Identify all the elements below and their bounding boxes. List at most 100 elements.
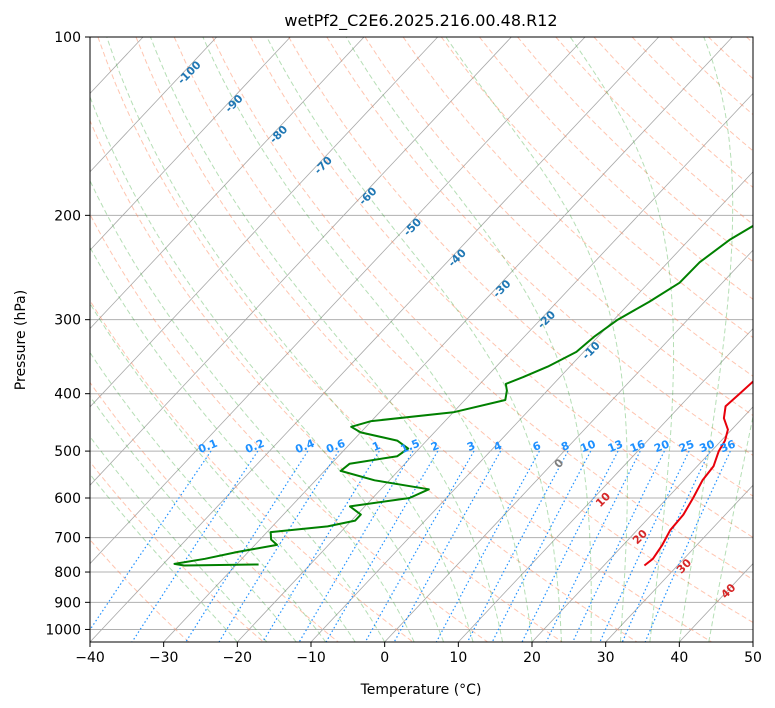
moist-adiabat-line [90,395,297,642]
x-tick-label: −20 [223,650,253,666]
y-tick-label: 600 [54,491,81,507]
skew-isotherm-line [605,484,753,642]
moist-adiabat-line [90,179,415,642]
dry-adiabat-line [402,37,753,377]
mixing-ratio-label: 10 [578,437,597,455]
dry-adiabat-line [211,37,753,581]
mixing-ratio-label: 0.6 [324,437,347,456]
moist-adiabat-line [202,37,533,642]
y-axis-title: Pressure (hPa) [13,290,29,390]
moist-adiabat-line [90,95,445,642]
mixing-ratio-label: 13 [606,438,625,456]
isotherm-label: -50 [401,215,424,238]
mixing-ratio-label: 30 [698,437,717,455]
moist-adiabat-line [106,37,474,642]
dry-adiabat-line [555,37,753,225]
moist-adiabat-line [678,37,734,642]
dewpoint-profile-line [173,224,753,567]
dry-adiabat-line [90,461,264,642]
y-tick-label: 200 [54,208,81,224]
skew-isotherm-line [90,37,217,173]
background-lines [90,37,753,642]
y-tick-label: 700 [54,531,81,547]
mixing-ratio-line [364,450,475,642]
mixing-ratio-label: 1 [370,439,382,454]
isotherm-label: -30 [490,277,513,300]
dry-adiabat-line [746,37,753,44]
plot-frame [89,36,754,643]
mixing-ratio-line [521,450,619,642]
chart-title: wetPf2_C2E6.2025.216.00.48.R12 [284,11,557,31]
dry-adiabat-line [173,37,753,624]
moist-adiabat-line [90,351,327,642]
mixing-ratio-line [572,450,665,642]
x-tick-label: 40 [670,650,688,666]
dry-adiabat-line [135,37,712,642]
moist-adiabat-line [90,246,386,642]
skew-isotherm-line [90,37,659,642]
isotherm-label: -70 [312,153,335,176]
moist-adiabat-line [266,37,562,642]
dry-adiabat-line [90,539,190,642]
x-tick-label: 30 [597,650,615,666]
mixing-ratio-label: 25 [677,438,696,456]
x-tick-label: 20 [523,650,541,666]
dry-adiabat-line [90,119,563,642]
mixing-ratio-label: 4 [492,439,504,454]
dry-adiabat-line [90,299,414,642]
dry-adiabat-line [517,37,753,263]
isotherm-label: -100 [175,58,204,87]
skew-isotherm-line [90,37,512,486]
isotherm-label: 20 [630,527,650,547]
moist-adiabat-line [345,37,592,642]
y-tick-label: 900 [54,595,81,611]
moist-adiabat-line [708,414,753,642]
y-tick-label: 500 [54,444,81,460]
mixing-ratio-line [599,450,690,642]
moist-adiabat-line [90,473,238,642]
dry-adiabat-line [593,37,753,189]
mixing-ratio-label: 0.1 [196,437,219,456]
mixing-ratio-line [435,450,540,642]
mixing-ratio-line [644,450,731,642]
dry-adiabat-line [288,37,753,497]
dry-adiabat-line [708,37,753,80]
mixing-ratio-line [393,450,502,642]
mixing-ratio-line [466,450,569,642]
mixing-ratio-label: 20 [652,437,671,455]
isotherm-label: -80 [267,123,290,146]
x-axis-title: Temperature (°C) [360,682,482,698]
moist-adiabat-line [150,37,503,642]
mixing-ratio-line [90,450,212,631]
skew-isotherm-line [752,641,753,642]
isotherm-label: -60 [356,184,379,207]
moist-adiabat-line [90,435,268,642]
skew-isotherm-line [310,171,753,642]
x-tick-label: −40 [75,650,105,666]
mixing-ratio-line [491,450,592,642]
x-tick-label: 0 [380,650,389,666]
y-tick-label: 100 [54,30,81,46]
mixing-ratio-label: 2 [429,439,441,454]
moist-adiabat-line [445,37,628,642]
y-tick-label: 400 [54,387,81,403]
skew-isotherm-line [163,37,733,642]
mixing-ratio-line [325,450,439,642]
x-tick-label: 50 [744,650,762,666]
skew-isotherm-line [90,37,586,565]
x-tick-label: −30 [149,650,179,666]
isotherm-label: 40 [718,581,738,601]
mixing-ratio-line [621,450,711,642]
series-layer [173,224,753,567]
x-tick-label: −10 [296,650,326,666]
mixing-ratio-label: 36 [718,437,737,455]
isotherm-label: 30 [674,556,694,576]
moist-adiabat-line [90,302,356,642]
isotherm-label: 10 [593,490,613,510]
mixing-ratio-label: 1.5 [399,437,422,456]
mixing-ratio-line [218,450,340,642]
mixing-ratio-line [262,450,380,642]
mixing-ratio-line [545,450,641,642]
axes: −40 −30 −20 −10 0 10 20 30 40 50 100 200 300 400 500 60… [45,30,762,666]
